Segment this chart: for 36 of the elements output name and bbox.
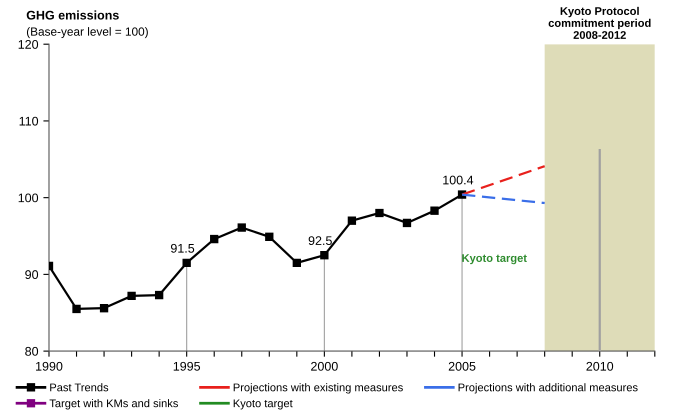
point (292, 258, 301, 268)
y-tick-label: 120 (18, 40, 38, 49)
point (127, 292, 136, 300)
data-label: 100.4 (443, 176, 474, 184)
point (154, 290, 164, 300)
point (320, 251, 329, 260)
x-tick-label: 1990 (36, 362, 62, 371)
point (238, 223, 246, 232)
point (265, 232, 274, 241)
x-tick-label: 1995 (174, 362, 200, 371)
legend-label: Past Trends (50, 383, 108, 392)
point (348, 216, 356, 225)
y-tick-label: 110 (20, 116, 38, 126)
x-tick-label: 2000 (311, 362, 338, 371)
point (182, 258, 191, 268)
point (100, 304, 108, 312)
chart-title: GHG emissions (26, 10, 119, 20)
band-label: Kyoto Protocol commitment period 2008-2012 (548, 6, 651, 39)
x-tick-label: 2010 (586, 362, 614, 371)
y-tick-label: 90 (25, 270, 38, 280)
point (430, 206, 439, 215)
point (375, 208, 384, 218)
y-tick-label: 80 (25, 346, 38, 356)
legend-label: Target with KMs and sinks (50, 399, 178, 410)
x-tick-label: 2005 (448, 362, 476, 371)
annotation: Kyoto target (462, 254, 527, 264)
legend-label: Kyoto target (234, 400, 293, 410)
data-label: 92.5 (308, 236, 332, 246)
point (72, 304, 81, 314)
data-label: 91.5 (170, 244, 194, 253)
point (402, 218, 412, 228)
point (210, 234, 218, 244)
legend-label: Projections with additional measures (458, 383, 638, 394)
legend-label: Projections with existing measures (234, 383, 403, 394)
y-tick-label: 100 (18, 193, 38, 202)
chart-subtitle: (Base-year level = 100) (26, 27, 148, 38)
